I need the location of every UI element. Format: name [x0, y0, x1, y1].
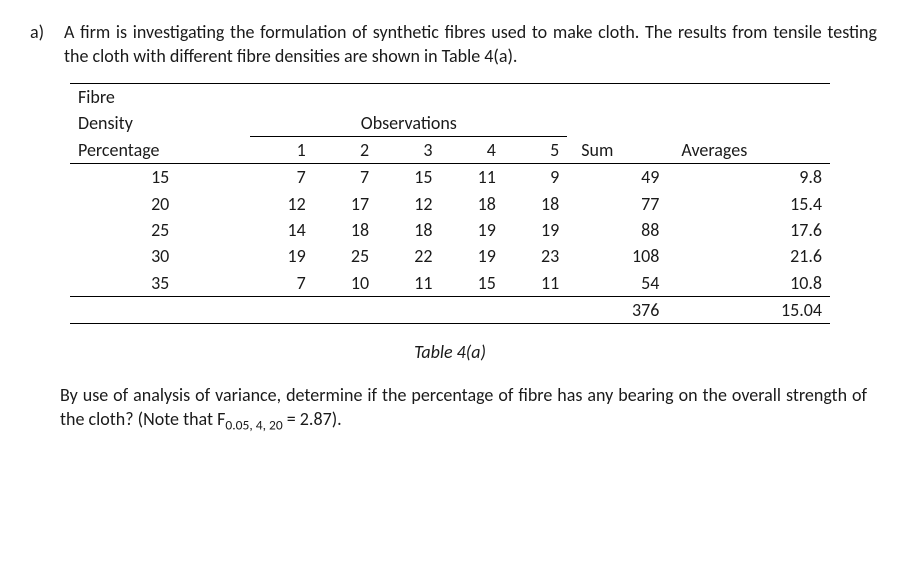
cell: 11 [377, 270, 440, 297]
header-observations: Observations [250, 110, 567, 137]
row-percentage: 15 [70, 164, 250, 191]
cell: 11 [504, 270, 567, 297]
cell: 15 [441, 270, 504, 297]
cell: 19 [250, 243, 313, 269]
cell: 9 [504, 164, 567, 191]
row-sum: 77 [567, 191, 667, 217]
cell: 17 [314, 191, 377, 217]
data-table-wrap: Fibre Density Observations Percentage 1 … [70, 83, 830, 325]
row-avg: 10.8 [667, 270, 830, 297]
row-sum: 108 [567, 243, 667, 269]
grand-avg: 15.04 [667, 296, 830, 323]
table-row: 20 12 17 12 18 18 77 15.4 [70, 191, 830, 217]
row-percentage: 25 [70, 217, 250, 243]
totals-row: 376 15.04 [70, 296, 830, 323]
row-sum: 88 [567, 217, 667, 243]
cell: 22 [377, 243, 440, 269]
cell: 7 [314, 164, 377, 191]
col-obs-4: 4 [441, 137, 504, 164]
cell: 14 [250, 217, 313, 243]
row-avg: 15.4 [667, 191, 830, 217]
cell: 18 [441, 191, 504, 217]
table-caption: Table 4(a) [70, 340, 830, 364]
closing-text-before: By use of analysis of variance, determin… [60, 384, 867, 430]
cell: 18 [377, 217, 440, 243]
cell: 7 [250, 270, 313, 297]
row-percentage: 20 [70, 191, 250, 217]
cell: 23 [504, 243, 567, 269]
question-intro: A firm is investigating the formulation … [64, 20, 877, 69]
cell: 11 [441, 164, 504, 191]
table-row: 35 7 10 11 15 11 54 10.8 [70, 270, 830, 297]
row-avg: 17.6 [667, 217, 830, 243]
col-obs-1: 1 [250, 137, 313, 164]
table-row: 30 19 25 22 19 23 108 21.6 [70, 243, 830, 269]
cell: 19 [441, 217, 504, 243]
cell: 25 [314, 243, 377, 269]
row-avg: 9.8 [667, 164, 830, 191]
row-avg: 21.6 [667, 243, 830, 269]
closing-text-after: = 2.87). [283, 408, 342, 430]
data-table: Fibre Density Observations Percentage 1 … [70, 83, 830, 325]
question-closing: By use of analysis of variance, determin… [60, 383, 877, 435]
col-averages: Averages [667, 137, 830, 164]
header-density: Density [70, 110, 250, 137]
grand-sum: 376 [567, 296, 667, 323]
table-row: 25 14 18 18 19 19 88 17.6 [70, 217, 830, 243]
col-obs-2: 2 [314, 137, 377, 164]
f-subscript: 0.05, 4, 20 [225, 416, 282, 433]
row-sum: 49 [567, 164, 667, 191]
cell: 12 [250, 191, 313, 217]
col-obs-5: 5 [504, 137, 567, 164]
header-fibre: Fibre [70, 83, 250, 110]
cell: 12 [377, 191, 440, 217]
cell: 19 [504, 217, 567, 243]
question-block: a) A firm is investigating the formulati… [30, 20, 877, 69]
cell: 18 [314, 217, 377, 243]
cell: 18 [504, 191, 567, 217]
cell: 10 [314, 270, 377, 297]
row-sum: 54 [567, 270, 667, 297]
row-percentage: 35 [70, 270, 250, 297]
question-label: a) [30, 20, 52, 69]
col-sum: Sum [567, 137, 667, 164]
cell: 15 [377, 164, 440, 191]
cell: 7 [250, 164, 313, 191]
cell: 19 [441, 243, 504, 269]
row-percentage: 30 [70, 243, 250, 269]
col-obs-3: 3 [377, 137, 440, 164]
table-row: 15 7 7 15 11 9 49 9.8 [70, 164, 830, 191]
header-percentage: Percentage [70, 137, 250, 164]
